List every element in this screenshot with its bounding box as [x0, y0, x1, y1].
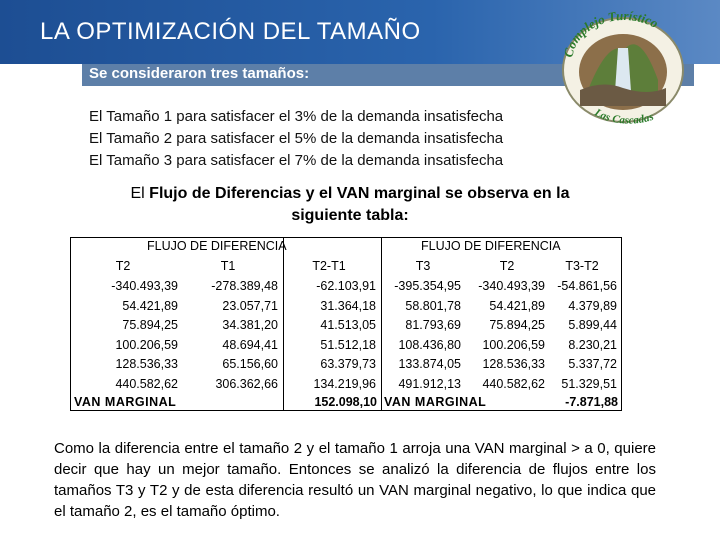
column-header: T2 [115, 259, 131, 273]
table-cell: 491.912,13 [398, 376, 461, 391]
column-header: T1 [220, 259, 236, 273]
table-cell: 31.364,18 [320, 298, 376, 313]
table-cell: 134.219,96 [313, 376, 376, 391]
table-cell: 51.512,18 [320, 337, 376, 352]
table-cell: 48.694,41 [222, 337, 278, 352]
table-cell: 5.899,44 [568, 318, 617, 332]
table-cell: 65.156,60 [222, 357, 278, 371]
table-cell: 4.379,89 [568, 298, 617, 313]
van-label-right: VAN MARGINAL [384, 395, 487, 409]
table-cell: 23.057,71 [222, 298, 278, 313]
logo: Complejo Turístico Las Cascadas [560, 10, 684, 127]
page-title: LA OPTIMIZACIÓN DEL TAMAÑO [40, 18, 421, 45]
table-cell: 81.793,69 [405, 318, 461, 332]
table-cell: 54.421,89 [122, 298, 178, 313]
column-header: T2 [499, 259, 515, 273]
right-table-header: FLUJO DE DIFERENCIA [421, 239, 561, 253]
table-cell: 306.362,66 [215, 376, 278, 391]
table-cell: -62.103,91 [316, 279, 376, 293]
table-cell: 108.436,80 [398, 337, 461, 352]
table-cell: 58.801,78 [405, 298, 461, 313]
table-cell: -340.493,39 [478, 279, 545, 293]
lead-bold-line1: Flujo de Diferencias y el VAN marginal s… [149, 185, 570, 202]
table-cell: 75.894,25 [122, 318, 178, 332]
left-table-header: FLUJO DE DIFERENCIA [147, 239, 287, 253]
table-cell: -278.389,48 [211, 279, 278, 293]
table-cell: 54.421,89 [489, 298, 545, 313]
column-header: T3-T2 [565, 259, 599, 273]
conclusion-text: Como la diferencia entre el tamaño 2 y e… [54, 440, 656, 520]
right-block-border [381, 238, 622, 410]
size-line: El Tamaño 3 para satisfacer el 7% de la … [89, 152, 504, 169]
table-cell: 128.536,33 [115, 357, 178, 371]
table-cell: 440.582,62 [482, 376, 545, 391]
table-cell: 34.381,20 [222, 318, 278, 332]
table-cell: 133.874,05 [398, 357, 461, 371]
van-value-right: -7.871,88 [565, 395, 618, 409]
table-cell: 51.329,51 [561, 376, 617, 391]
difference-table: FLUJO DE DIFERENCIA FLUJO DE DIFERENCIA … [70, 237, 622, 411]
column-header: T2-T1 [312, 259, 346, 273]
column-header: T3 [415, 259, 431, 273]
left-block-border [71, 238, 284, 410]
subtitle-bar [82, 64, 694, 86]
table-cell: 100.206,59 [115, 337, 178, 352]
table-cell: 100.206,59 [482, 337, 545, 352]
table-cell: 63.379,73 [320, 357, 376, 371]
lead-text: El Flujo de Diferencias y el VAN margina… [70, 183, 630, 227]
table-cell: 440.582,62 [115, 376, 178, 391]
table-cell: -54.861,56 [557, 279, 617, 293]
table-cell: 8.230,21 [568, 337, 617, 352]
subtitle: Se consideraron tres tamaños: [89, 65, 310, 82]
table-cell: 5.337,72 [568, 357, 617, 371]
table-cell: -340.493,39 [111, 279, 178, 293]
size-lines: El Tamaño 1 para satisfacer el 3% de la … [89, 106, 503, 172]
size-line: El Tamaño 1 para satisfacer el 3% de la … [89, 108, 504, 125]
table-cell: 128.536,33 [482, 357, 545, 371]
table-cell: 41.513,05 [320, 318, 376, 332]
van-value-left: 152.098,10 [314, 395, 377, 409]
table-cell: 75.894,25 [489, 318, 545, 332]
lead-bold-line2: siguiente tabla: [291, 207, 409, 224]
lead-prefix: El [130, 185, 150, 202]
van-label-left: VAN MARGINAL [74, 395, 177, 409]
table-cell: -395.354,95 [394, 279, 461, 293]
size-line: El Tamaño 2 para satisfacer el 5% de la … [89, 130, 504, 147]
